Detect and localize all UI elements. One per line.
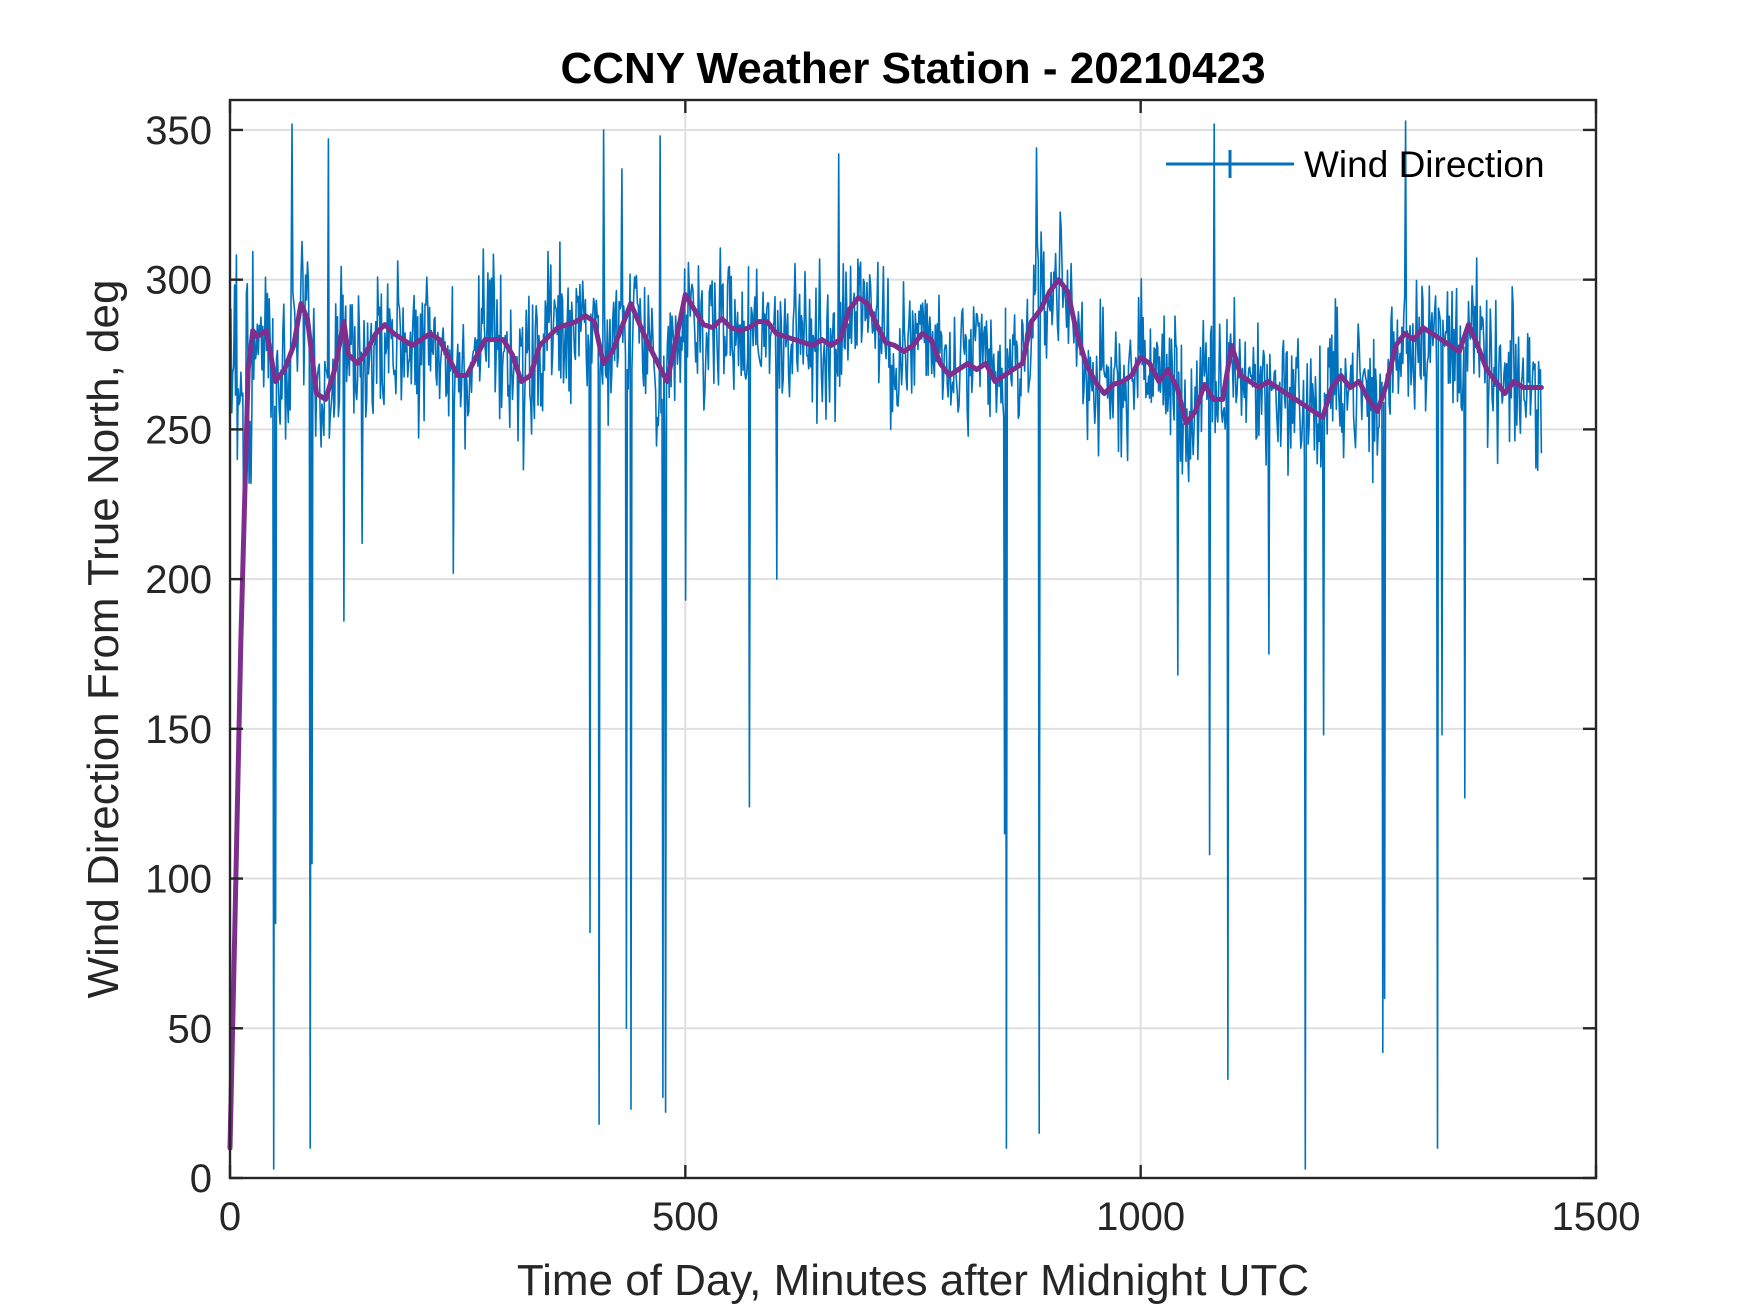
series-line-moving-average — [227, 277, 1544, 1151]
y-axis-label: Wind Direction From True North, deg — [79, 280, 128, 999]
series-line-wind-direction — [229, 120, 1543, 1170]
plot-area — [230, 100, 1596, 1178]
y-tick-label: 200 — [145, 558, 212, 602]
series-layer — [227, 120, 1544, 1170]
x-tick-label: 1500 — [1552, 1195, 1641, 1239]
legend-label-wind-direction: Wind Direction — [1304, 144, 1545, 185]
y-tick-label: 150 — [145, 708, 212, 752]
y-tick-label: 250 — [145, 408, 212, 452]
chart-title: CCNY Weather Station - 20210423 — [560, 44, 1265, 93]
x-tick-label: 500 — [652, 1195, 719, 1239]
axes-box — [228, 98, 1598, 1180]
x-axis-label: Time of Day, Minutes after Midnight UTC — [517, 1256, 1309, 1305]
y-tick-label: 50 — [168, 1007, 213, 1051]
x-tick-label: 1000 — [1096, 1195, 1185, 1239]
y-tick-label: 300 — [145, 259, 212, 303]
axis-ticks — [228, 100, 1598, 1180]
legend: Wind Direction — [1166, 144, 1545, 185]
y-tick-label: 0 — [190, 1157, 212, 1201]
x-tick-label: 0 — [219, 1195, 241, 1239]
y-tick-label: 100 — [145, 858, 212, 902]
tick-labels: 0 500 1000 1500 0 50 100 150 200 250 300 350 — [145, 109, 1640, 1239]
y-tick-label: 350 — [145, 109, 212, 153]
